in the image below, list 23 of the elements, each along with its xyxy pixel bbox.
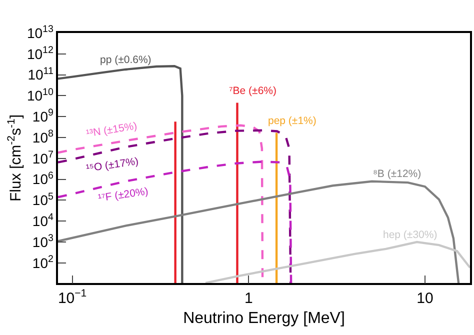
annotation: ⁸B (±12%) xyxy=(373,168,422,180)
y-tick-label: 10$^{6}$ xyxy=(32,170,54,188)
annotation: ⁷Be (±6%) xyxy=(229,85,276,97)
x-tick-label: 10$^{−1}$ xyxy=(58,287,87,307)
y-tick-label: 10$^{7}$ xyxy=(32,149,54,166)
annotation: ¹³N (±15%) xyxy=(85,120,138,140)
y-tick-label: 10$^{10}$ xyxy=(26,86,54,104)
annotation: pep (±1%) xyxy=(268,115,316,127)
x-tick-label: 10 xyxy=(416,290,434,307)
y-tick-label: 10$^{4}$ xyxy=(32,212,54,230)
x-axis-title: Neutrino Energy [MeV] xyxy=(183,310,345,327)
annotation: ¹⁵O (±17%) xyxy=(85,155,140,175)
y-tick-label: 10$^{3}$ xyxy=(32,233,54,250)
annotation: ¹⁷F (±20%) xyxy=(97,186,149,204)
y-tick-label: 10$^{11}$ xyxy=(28,66,54,83)
x-tick-label: 1 xyxy=(244,290,253,307)
y-tick-label: 10$^{8}$ xyxy=(32,128,54,146)
y-tick-label: 10$^{12}$ xyxy=(26,44,54,62)
y-tick-label: 10$^{2}$ xyxy=(32,254,54,271)
annotation: pp (±0.6%) xyxy=(100,54,152,66)
y-tick-label: 10$^{5}$ xyxy=(32,191,54,208)
y-tick-label: 10$^{13}$ xyxy=(26,24,54,41)
y-tick-label: 10$^{9}$ xyxy=(32,108,54,125)
